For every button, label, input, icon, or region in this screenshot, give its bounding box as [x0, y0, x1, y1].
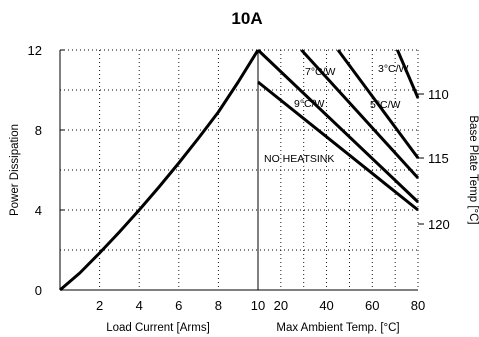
x-axis-label-right: Max Ambient Temp. [°C]: [276, 322, 399, 334]
derating-line-3cw: [396, 49, 420, 99]
grid-lines: [60, 49, 419, 290]
derating-line-no-heatsink: [257, 80, 419, 212]
y-axis-label: Power Dissipation: [9, 124, 21, 216]
series-label-no-heatsink: NO HEATSINK: [264, 153, 334, 165]
x-axis-label-left: Load Current [Arms]: [106, 322, 210, 334]
y-tick-label: 0: [35, 283, 42, 298]
x-tick-label: 8: [215, 298, 222, 313]
y2-tick-label: 120: [428, 217, 450, 232]
derating-line-5cw: [336, 49, 420, 159]
power-dissipation-curve: [59, 49, 260, 292]
derating-line-7cw: [300, 48, 420, 180]
series-label-5cw: 5°C/W: [370, 99, 401, 111]
series-label-3cw: 3°C/W: [378, 63, 409, 75]
tick-labels: 0 4 8 12 2 4 6 8 10 20 40 60 80 110 115 120: [28, 43, 450, 313]
x-tick-label: 10: [251, 298, 265, 313]
y2-axis-label: Base Plate Temp [°C]: [467, 115, 479, 224]
y2-tick-label: 110: [428, 87, 449, 102]
y-tick-label: 4: [35, 203, 42, 218]
x-tick-label: 2: [96, 298, 103, 313]
x-tick-label-right: 60: [365, 298, 379, 313]
plot-frame: [59, 49, 424, 291]
x-tick-label-right: 20: [274, 298, 288, 313]
y-tick-label: 12: [28, 43, 42, 58]
series-lines: [59, 48, 420, 292]
x-tick-label: 4: [136, 298, 143, 313]
series-label-9cw: 9°C/W: [294, 98, 325, 110]
y-tick-label: 8: [35, 123, 42, 138]
x-tick-label-right: 40: [319, 298, 333, 313]
series-label-7cw: 7°C/W: [305, 66, 336, 78]
chart-title: 10A: [231, 9, 262, 28]
x-tick-label-right: 80: [411, 298, 425, 313]
x-tick-label: 6: [175, 298, 182, 313]
y2-tick-label: 115: [428, 151, 449, 166]
derating-line-9cw: [256, 48, 420, 204]
